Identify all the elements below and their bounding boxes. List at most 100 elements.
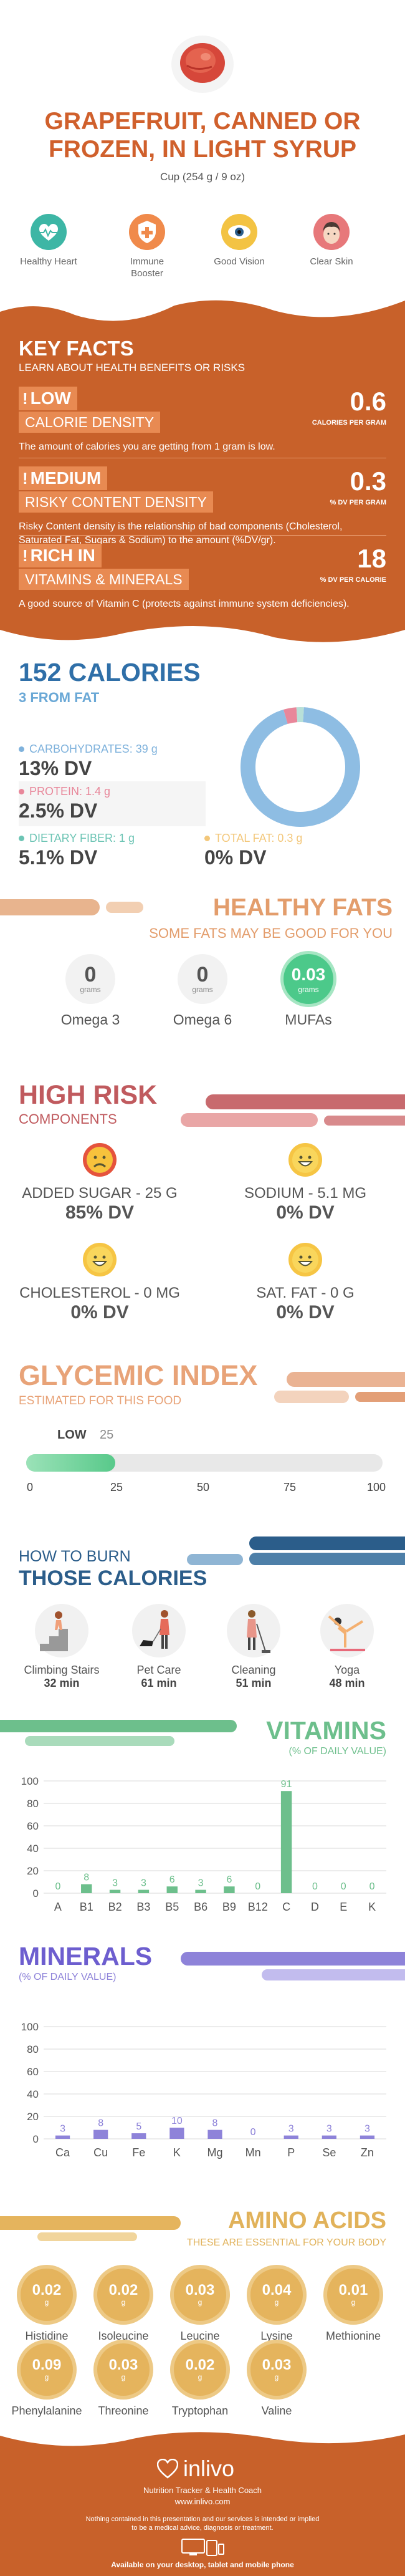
nutrient-0: CARBOHYDRATES: 39 g 13% DV <box>19 739 206 784</box>
activity-minutes: 48 min <box>329 1677 365 1689</box>
fact-level-tag: ! RICH IN <box>19 544 102 567</box>
bar-value-label: 6 <box>169 1874 175 1885</box>
fat-unit: grams <box>192 985 213 994</box>
eye-icon <box>221 214 257 250</box>
key-fact-0: ! LOW CALORIE DENSITY 0.6 CALORIES PER GRAM T… <box>19 387 386 454</box>
key-facts-background <box>0 293 405 649</box>
amino-unit: g <box>121 2298 126 2307</box>
high-risk-subheading: COMPONENTS <box>19 1111 117 1127</box>
amino-badge: 0.02 g <box>21 2269 73 2321</box>
fat-1: 0 grams Omega 6 <box>156 954 249 1028</box>
fat-badge: 0.03 grams <box>284 954 333 1004</box>
x-tick-label: D <box>311 1901 319 1913</box>
amino-value: 0.02 <box>185 2357 215 2373</box>
amino-badge: 0.04 g <box>250 2269 303 2321</box>
risk-label: SAT. FAT - 0 g <box>256 1285 355 1301</box>
cleaning-icon <box>227 1604 280 1657</box>
bar-value-label: 0 <box>341 1881 346 1892</box>
glycemic-fill <box>26 1454 115 1472</box>
bar-value-label: 0 <box>55 1881 60 1892</box>
bar-Ca <box>55 2135 70 2139</box>
bar-value-label: 3 <box>141 1878 146 1889</box>
amino-badge: 0.02 g <box>97 2269 150 2321</box>
amino-name: Methionine <box>325 2330 381 2342</box>
x-tick-label: B9 <box>222 1901 236 1913</box>
risk-2: CHOLESTEROL - 0 mg 0% DV <box>6 1241 193 1323</box>
bar-value-label: 3 <box>112 1878 118 1889</box>
amino-1: 0.02 g Isoleucine <box>86 2269 161 2343</box>
nutrient-3: TOTAL FAT: 0.3 g 0% DV <box>204 828 391 873</box>
food-title: GRAPEFRUIT, CANNED OR FROZEN, IN LIGHT S… <box>44 108 361 163</box>
fat-0: 0 grams Omega 3 <box>44 954 137 1028</box>
fact-value: 18 <box>357 544 386 573</box>
benefit-1: Immune Booster <box>116 213 178 279</box>
fat-value: 0.03 <box>291 965 326 984</box>
footer-wave <box>0 2426 405 2446</box>
glycemic-tick: 25 <box>110 1481 123 1493</box>
bar-value-label: 3 <box>288 2124 294 2135</box>
tagline: Nutrition Tracker & Health Coach <box>143 2486 262 2495</box>
glycemic-tick: 0 <box>26 1481 34 1493</box>
risk-label: ADDED SUGAR - 25 g <box>22 1185 178 1202</box>
x-tick-label: B1 <box>80 1901 93 1913</box>
x-tick-label: Zn <box>361 2146 374 2159</box>
fact-level-tag: ! LOW <box>19 387 77 410</box>
vitamins-section: VITAMINS (% OF DAILY VALUE) 0 20 40 60 80 100… <box>0 1709 405 1933</box>
nutrient-label: PROTEIN: 1.4 g <box>29 785 111 798</box>
x-tick-label: B6 <box>194 1901 207 1913</box>
minerals-heading: MINERALS <box>19 1942 153 1971</box>
x-tick-label: Cu <box>93 2146 108 2159</box>
inlivo-logo[interactable]: inlivo <box>157 2456 234 2482</box>
bar-K <box>169 2128 184 2139</box>
key-fact-2: ! RICH IN VITAMINS & MINERALS 18% DV PER CA… <box>19 544 386 611</box>
amino-name: Tryptophan <box>171 2405 229 2417</box>
x-tick-label: Mg <box>207 2146 222 2159</box>
amino-unit: g <box>274 2298 279 2307</box>
risk-dv: 0% DV <box>276 1202 335 1223</box>
disclaimer-line-1: Nothing contained in this presentation a… <box>85 2516 320 2523</box>
fact-level: MEDIUM <box>30 468 102 488</box>
burn-subheading: THOSE CALORIES <box>19 1566 207 1590</box>
bar-value-label: 3 <box>60 2124 65 2135</box>
fact-unit: CALORIES PER GRAM <box>312 419 386 427</box>
amino-unit: g <box>121 2373 126 2381</box>
activity-minutes: 61 min <box>141 1677 177 1689</box>
header: GRAPEFRUIT, CANNED OR FROZEN, IN LIGHT S… <box>0 0 405 293</box>
nutrient-dv: 5.1% DV <box>19 846 98 869</box>
glycemic-tick: 50 <box>196 1481 210 1493</box>
y-tick-label: 0 <box>33 2133 39 2145</box>
risk-3: SAT. FAT - 0 g 0% DV <box>212 1241 399 1323</box>
amino-6: 0.03 g Threonine <box>86 2343 161 2418</box>
y-tick-label: 40 <box>27 1843 39 1855</box>
y-tick-label: 60 <box>27 2066 39 2078</box>
fact-description: A good source of Vitamin C (protects aga… <box>19 599 350 609</box>
shield-icon <box>129 214 165 250</box>
y-tick-label: 80 <box>27 1798 39 1810</box>
benefit-0: Healthy Heart <box>17 213 80 268</box>
calories-section: 152 CALORIES 3 FROM FAT CARBOHYDRATES: 3… <box>0 649 405 885</box>
benefit-label: Good Vision <box>214 256 265 267</box>
amino-unit: g <box>44 2298 49 2307</box>
amino-name: Isoleucine <box>98 2330 149 2342</box>
fact-label: RISKY CONTENT DENSITY <box>19 491 213 513</box>
happy-face-icon <box>288 1143 322 1177</box>
fact-label: CALORIE DENSITY <box>19 412 161 433</box>
bar-value-label: 0 <box>250 2127 256 2138</box>
amino-3: 0.04 g Lysine <box>239 2269 314 2343</box>
availability-text: Available on your desktop, tablet and mo… <box>111 2560 294 2569</box>
fat-name: Omega 6 <box>173 1011 232 1028</box>
happy-face-icon <box>288 1243 322 1276</box>
serving-size: Cup (254 g / 9 oz) <box>160 171 245 183</box>
glycemic-value: 25 <box>100 1428 114 1442</box>
nutrient-label: TOTAL FAT: 0.3 g <box>215 832 303 844</box>
x-tick-label: Mn <box>245 2146 261 2159</box>
legend-dot <box>19 746 24 752</box>
legend-dot <box>204 836 210 841</box>
x-tick-label: P <box>287 2146 295 2159</box>
exclamation-icon: ! <box>22 389 28 408</box>
activity-name: Pet Care <box>136 1664 181 1676</box>
fact-unit: % DV PER CALORIE <box>320 576 386 584</box>
amino-badge: 0.03 g <box>174 2269 226 2321</box>
website-link[interactable]: www.inlivo.com <box>174 2497 231 2506</box>
